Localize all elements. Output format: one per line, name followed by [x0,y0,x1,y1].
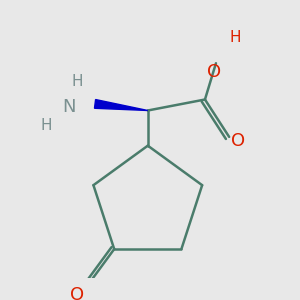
Text: H: H [41,118,52,134]
Text: O: O [231,132,245,150]
Text: H: H [230,31,242,46]
Text: N: N [62,98,75,116]
Text: H: H [72,74,83,89]
Text: O: O [70,286,84,300]
Text: O: O [207,63,221,81]
Polygon shape [94,100,148,110]
